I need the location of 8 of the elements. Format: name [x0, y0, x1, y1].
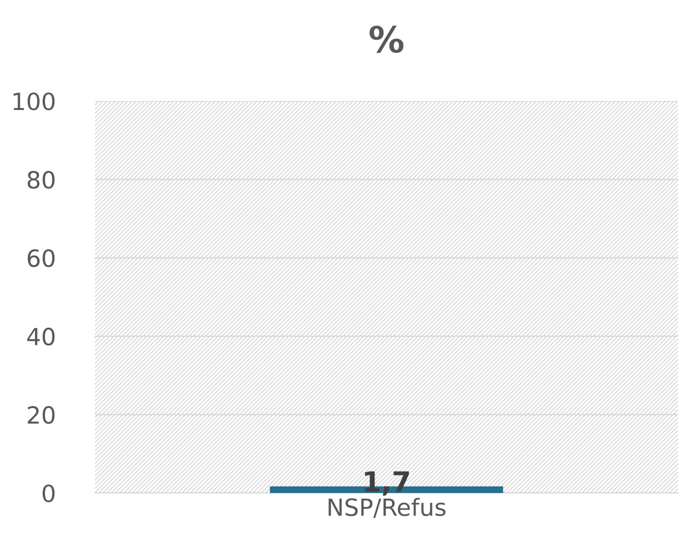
y-tick-label: 60: [28, 249, 55, 268]
y-tick-label: 40: [27, 328, 55, 346]
y-tick-label: 80: [28, 170, 55, 189]
y-tick-label: 20: [28, 406, 55, 424]
y-tick-label: 100: [14, 92, 55, 110]
chart-title: %: [370, 26, 404, 53]
x-tick-label: NSP/Refus: [328, 498, 446, 518]
y-tick-label: 0: [42, 484, 55, 502]
